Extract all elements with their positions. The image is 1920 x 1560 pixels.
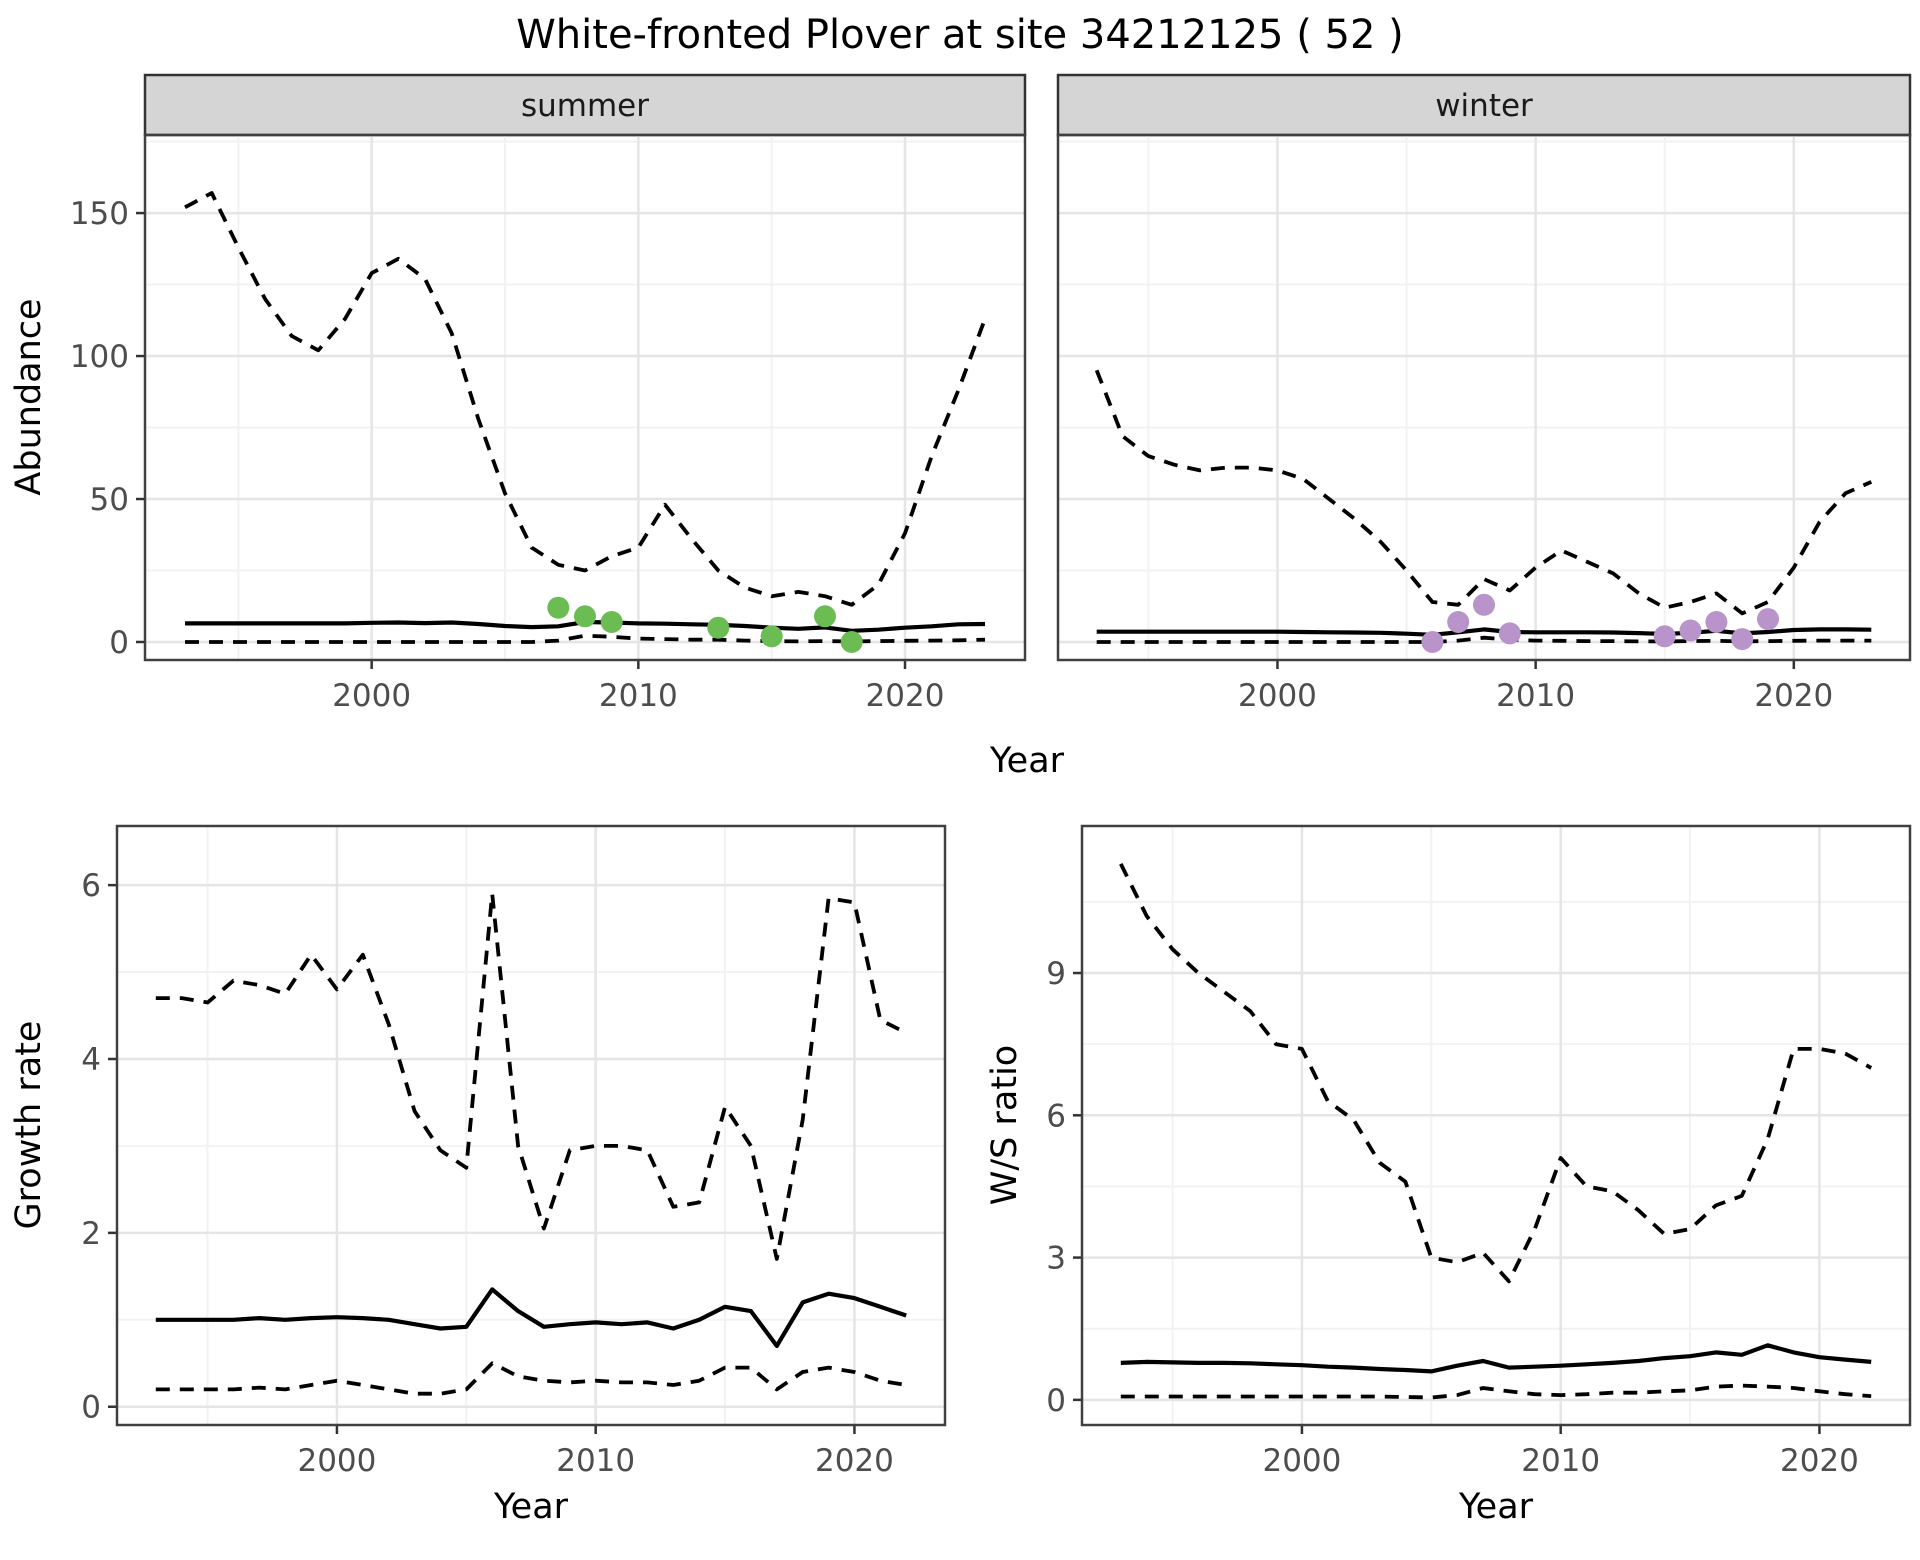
y-axis-title-abundance: Abundance bbox=[9, 298, 49, 495]
observed-counts-summer-point bbox=[574, 605, 596, 628]
facet-strip-summer: summer bbox=[143, 73, 1027, 137]
observed-counts-winter-point bbox=[1731, 628, 1754, 651]
observed-counts-winter-point bbox=[1705, 611, 1728, 633]
abundance-winter-upper_ci-line bbox=[1094, 369, 1873, 616]
x-tick-label: 2000 bbox=[1238, 678, 1317, 714]
y-tick-label: 2 bbox=[81, 1216, 101, 1252]
y-tick-label: 0 bbox=[81, 1390, 101, 1426]
abundance-winter-median-line bbox=[1096, 627, 1872, 637]
x-axis-title-bottom-right: Year bbox=[1458, 1487, 1534, 1527]
x-axis-title-top: Year bbox=[989, 741, 1065, 781]
ws-ratio-median-line bbox=[1120, 1343, 1872, 1374]
x-tick-label: 2020 bbox=[1754, 678, 1833, 714]
panel-abundance-summer: 2000 2010 2020 0 50 100 150 bbox=[70, 135, 1025, 714]
observed-counts-winter-point bbox=[1757, 608, 1779, 631]
panel-abundance-winter: 2000 2010 2020 bbox=[1058, 135, 1910, 714]
ws-ratio-lower_ci-line bbox=[1120, 1383, 1872, 1400]
facet-strip-winter: winter bbox=[1056, 73, 1912, 137]
observed-counts-summer-point bbox=[760, 625, 783, 648]
facet-strip-winter-label: winter bbox=[1435, 88, 1533, 124]
observed-counts-winter-point bbox=[1473, 593, 1495, 616]
growth-rate-upper_ci-line bbox=[155, 891, 908, 1261]
y-axis-title-ws-ratio: W/S ratio bbox=[985, 1045, 1025, 1205]
y-tick-label: 9 bbox=[1046, 956, 1066, 992]
observed-counts-winter-point bbox=[1653, 625, 1676, 648]
ws-ratio-upper_ci-line bbox=[1119, 863, 1873, 1284]
y-tick-label: 100 bbox=[70, 339, 129, 375]
panel-growth-rate: 2000 2010 2020 0 2 4 6 bbox=[81, 826, 945, 1479]
observed-counts-summer-point bbox=[840, 631, 863, 653]
panel-ws-ratio: 2000 2010 2020 0 3 6 9 bbox=[1046, 826, 1910, 1479]
y-tick-label: 150 bbox=[70, 196, 129, 232]
facet-strip-summer-label: summer bbox=[521, 88, 649, 124]
abundance-summer-lower_ci-line bbox=[185, 633, 986, 644]
observed-counts-summer-point bbox=[814, 605, 836, 628]
observed-counts-summer-point bbox=[547, 596, 570, 619]
panel-border-ws-ratio bbox=[1080, 824, 1912, 1427]
observed-counts-winter-point bbox=[1447, 611, 1470, 633]
y-tick-label: 0 bbox=[1046, 1383, 1066, 1419]
observed-counts-winter-point bbox=[1498, 622, 1521, 645]
x-tick-label: 2010 bbox=[1496, 678, 1575, 714]
growth-rate-median-line bbox=[155, 1287, 907, 1349]
panel-border-abundance-winter bbox=[1056, 133, 1912, 662]
y-tick-label: 3 bbox=[1046, 1241, 1066, 1277]
facet-strip-winter-box bbox=[1056, 73, 1912, 137]
observed-counts-winter-point bbox=[1679, 619, 1702, 642]
panel-border-abundance-summer bbox=[143, 133, 1027, 662]
panel-border-growth-rate bbox=[115, 824, 947, 1427]
growth-rate-lower_ci-line bbox=[155, 1361, 907, 1396]
observed-counts-summer-point bbox=[600, 611, 623, 633]
figure-title: White-fronted Plover at site 34212125 ( … bbox=[516, 12, 1403, 58]
x-tick-label: 2010 bbox=[599, 678, 678, 714]
y-axis-title-growth-rate: Growth rate bbox=[9, 1021, 49, 1230]
x-tick-label: 2000 bbox=[297, 1443, 376, 1479]
x-axis-title-bottom-left: Year bbox=[493, 1487, 569, 1527]
x-tick-label: 2000 bbox=[332, 678, 411, 714]
abundance-summer-upper_ci-line bbox=[184, 191, 987, 607]
y-tick-label: 50 bbox=[90, 482, 129, 518]
x-tick-label: 2000 bbox=[1262, 1443, 1341, 1479]
y-tick-label: 4 bbox=[81, 1042, 101, 1078]
x-tick-label: 2020 bbox=[815, 1443, 894, 1479]
y-tick-label: 6 bbox=[1046, 1098, 1066, 1134]
panels-layer: 2000 2010 2020 0 50 100 150 2000 2010 2020 2000 201… bbox=[70, 135, 1910, 1479]
x-tick-label: 2010 bbox=[556, 1443, 635, 1479]
observed-counts-summer-point bbox=[707, 616, 730, 639]
x-tick-label: 2020 bbox=[1780, 1443, 1859, 1479]
y-tick-label: 6 bbox=[81, 868, 101, 904]
x-tick-label: 2020 bbox=[866, 678, 945, 714]
x-tick-label: 2010 bbox=[1521, 1443, 1600, 1479]
facet-strip-summer-box bbox=[143, 73, 1027, 137]
y-tick-label: 0 bbox=[109, 625, 129, 661]
abundance-winter-lower_ci-line bbox=[1096, 635, 1872, 644]
observed-counts-winter-point bbox=[1421, 631, 1444, 653]
